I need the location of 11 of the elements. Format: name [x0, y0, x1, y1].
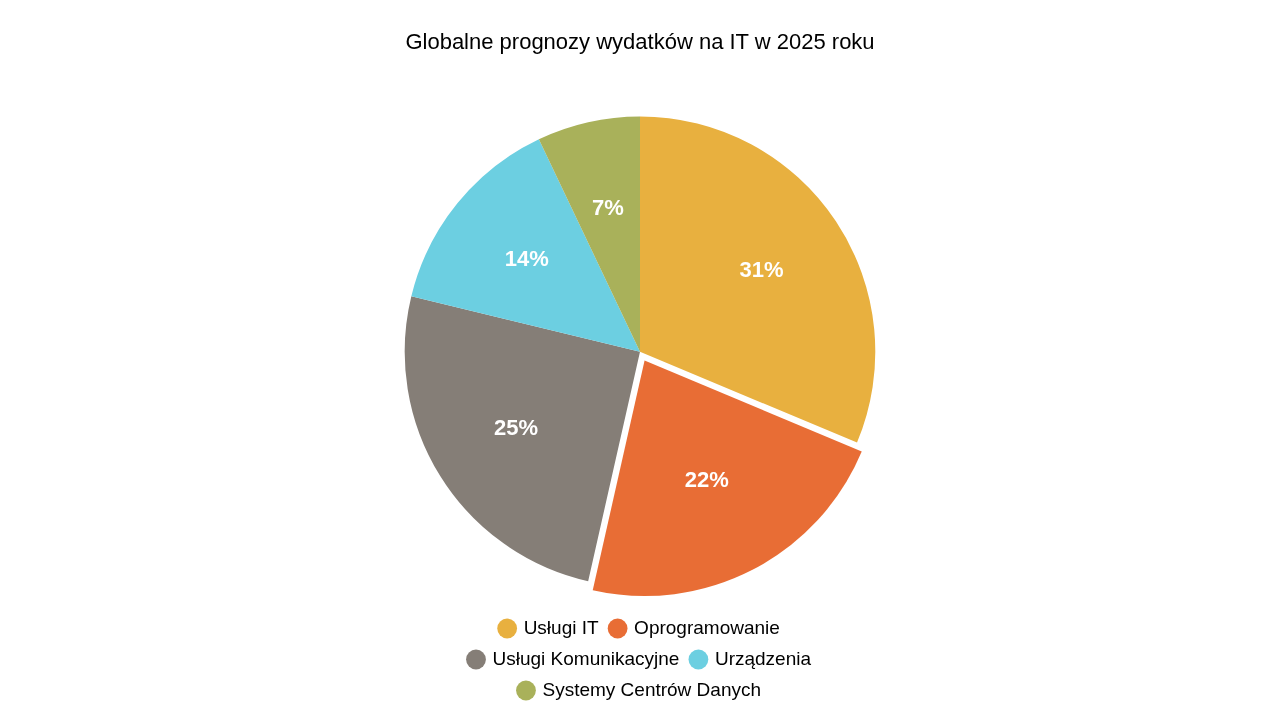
legend-label: Usługi IT	[523, 616, 600, 638]
legend-label: Systemy Centrów Danych	[542, 678, 762, 700]
data-label: 25%	[494, 414, 539, 440]
data-label: 31%	[739, 256, 784, 282]
legend-label: Urządzenia	[714, 647, 812, 669]
chart-title: Globalne prognozy wydatków na IT w 2025 roku	[405, 29, 875, 55]
data-label: 22%	[684, 467, 729, 493]
legend-label: Oprogramowanie	[634, 616, 780, 638]
legend-label: Usługi Komunikacyjne	[492, 647, 680, 669]
data-label: 7%	[591, 195, 624, 221]
data-label: 14%	[504, 245, 549, 271]
